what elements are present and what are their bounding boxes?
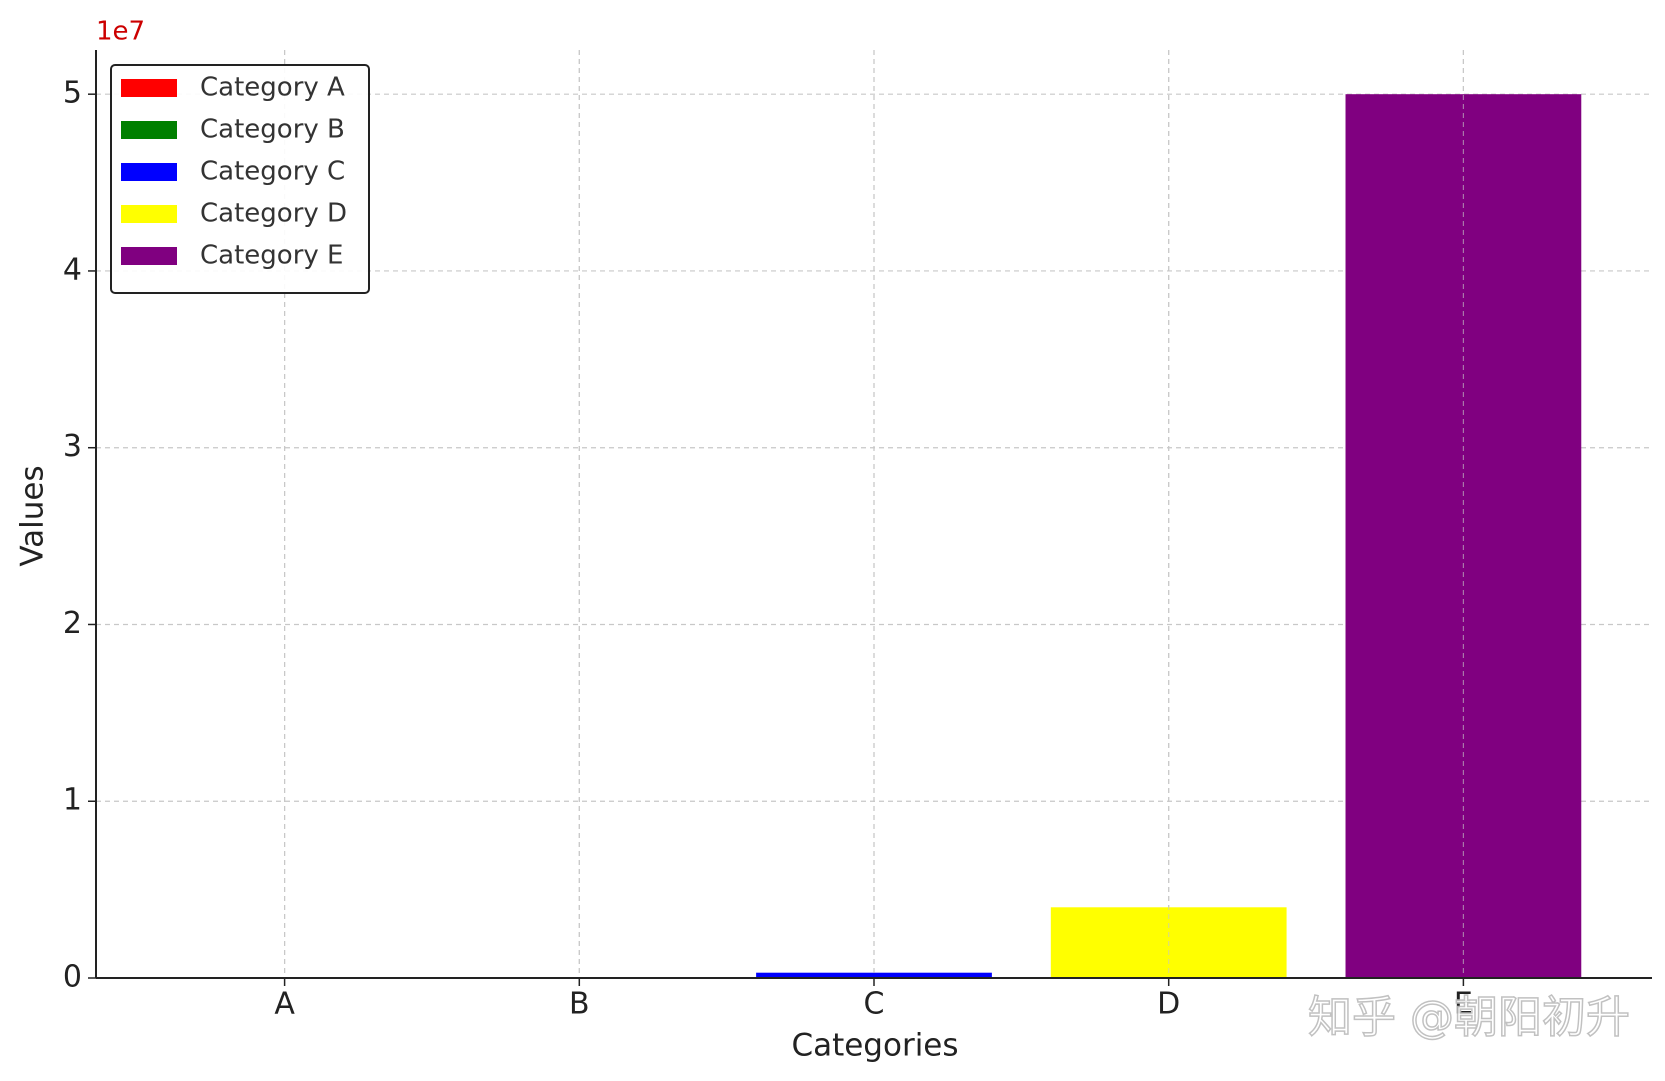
legend-swatch — [121, 163, 177, 181]
y-tick-label: 4 — [63, 252, 82, 287]
y-tick-label: 1 — [63, 783, 82, 818]
watermark: 知乎 @朝阳初升 — [1308, 992, 1630, 1043]
x-tick-label: D — [1157, 987, 1180, 1022]
legend-swatch — [121, 205, 177, 223]
y-axis-label: Values — [15, 465, 51, 566]
offset-label: 1e7 — [96, 17, 145, 47]
legend-label: Category B — [200, 115, 345, 145]
legend-label: Category A — [200, 73, 345, 103]
legend-label: Category C — [200, 157, 345, 187]
x-tick-label: C — [864, 987, 885, 1022]
x-tick-label: E — [1454, 987, 1473, 1022]
x-tick-label: A — [274, 987, 295, 1022]
legend-label: Category E — [200, 241, 343, 271]
legend-swatch — [121, 247, 177, 265]
y-tick-label: 0 — [63, 960, 82, 995]
x-tick-label: B — [569, 987, 590, 1022]
x-axis-label: Categories — [791, 1028, 958, 1064]
bar — [756, 972, 992, 978]
legend-swatch — [121, 79, 177, 97]
y-tick-label: 5 — [63, 76, 82, 111]
y-tick-label: 2 — [63, 606, 82, 641]
y-tick-label: 3 — [63, 429, 82, 464]
legend-swatch — [121, 121, 177, 139]
legend-label: Category D — [200, 199, 347, 229]
